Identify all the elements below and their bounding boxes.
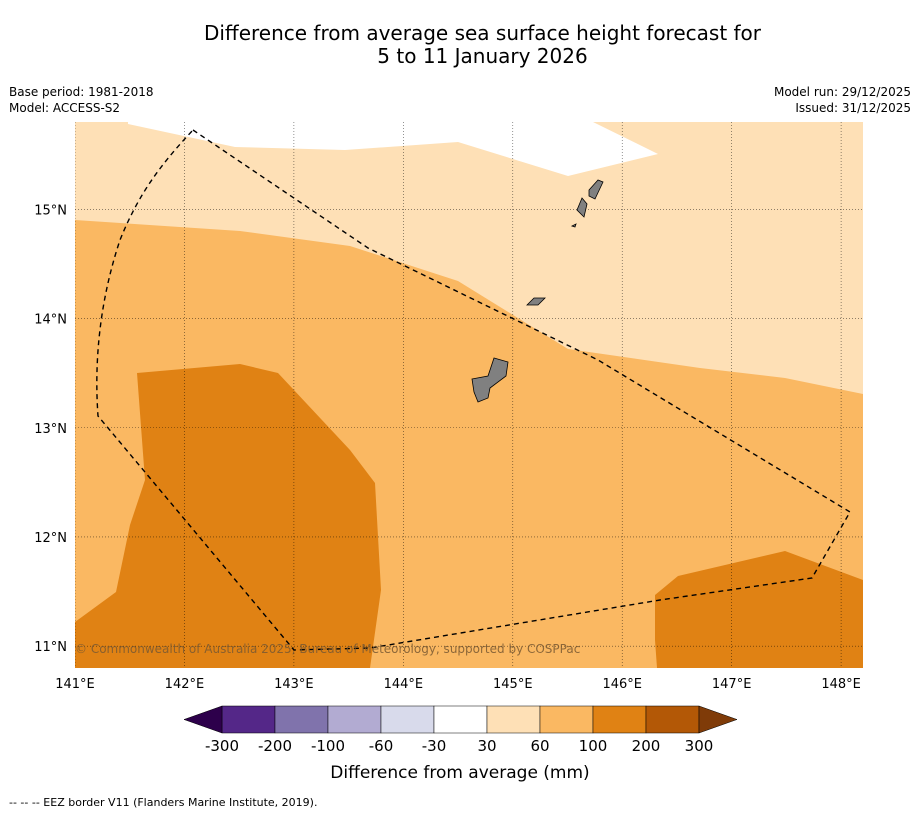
lat-tick-label: 15°N [34,203,67,218]
colorbar-tick-label: 60 [530,737,549,755]
model-name: Model: ACCESS-S2 [9,101,121,115]
colorbar-label: Difference from average (mm) [330,763,589,783]
meta-right: Model run: 29/12/2025 Issued: 31/12/2025 [774,84,911,116]
band-100-200-southeast [655,551,863,668]
colorbar-tick-label: -30 [422,737,447,755]
eez-legend: -- -- -- EEZ border V11 (Flanders Marine… [9,796,318,809]
title-line-2: 5 to 11 January 2026 [377,44,588,68]
colorbar-swatch [380,705,435,734]
colorbar-swatch [486,705,541,734]
island-rota [526,297,546,306]
graticule [75,122,863,668]
colorbar-tick-label: -200 [258,737,292,755]
lat-tick-label: 11°N [34,640,67,655]
band-100-200-west [75,364,381,668]
band-neutral [75,122,658,176]
lon-tick-label: 148°E [821,677,861,692]
colorbar-tick-label: -300 [205,737,239,755]
colorbar-tick-label: 100 [579,737,608,755]
colorbar-extend-min [183,705,223,734]
colorbar-tick-label: 200 [632,737,661,755]
colorbar-tick-label: 30 [477,737,496,755]
island-guam [471,357,509,403]
map-area: © Commonwealth of Australia 2025, Bureau… [75,122,863,668]
lon-tick-label: 146°E [602,677,642,692]
copyright: © Commonwealth of Australia 2025, Bureau… [75,642,580,656]
lon-tick-label: 147°E [712,677,752,692]
model-run: Model run: 29/12/2025 [773,85,911,99]
lat-tick-label: 14°N [34,313,67,328]
colorbar-swatch [433,705,488,734]
island-saipan [588,179,604,200]
colorbar-extend-max [698,705,738,734]
colorbar-tick-label: 300 [685,737,714,755]
lon-tick-label: 145°E [493,677,533,692]
longitude-labels: 141°E 142°E 143°E 144°E 145°E 146°E 147°E 148°E [55,677,861,692]
lon-tick-label: 142°E [165,677,205,692]
base-period: Base period: 1981-2018 [9,85,154,99]
colorbar-swatch [327,705,382,734]
issued-date: Issued: 31/12/2025 [795,101,911,115]
lon-tick-label: 141°E [55,677,95,692]
colorbar-swatch [645,705,700,734]
lon-tick-label: 143°E [274,677,314,692]
colorbar-swatch [539,705,594,734]
title-line-1: Difference from average sea surface heig… [203,21,762,45]
lon-tick-label: 144°E [384,677,424,692]
lat-tick-label: 13°N [34,422,67,437]
islands [471,179,604,403]
map-figure: © Commonwealth of Australia 2025, Bureau… [34,122,863,783]
island-aguijan [570,223,577,228]
colorbar-swatch [221,705,276,734]
eez-boundary [96,129,851,651]
latitude-labels: 15°N 14°N 13°N 12°N 11°N [34,203,67,655]
colorbar-tick-label: -60 [369,737,394,755]
colorbar-tick-label: -100 [311,737,345,755]
meta-left: Base period: 1981-2018 Model: ACCESS-S2 [9,84,154,116]
colorbar: -300 -200 -100 -60 -30 30 60 100 200 300 [183,705,738,755]
chart-title: Difference from average sea surface heig… [0,22,919,68]
colorbar-swatch [274,705,329,734]
lat-tick-label: 12°N [34,531,67,546]
island-tinian [576,197,588,218]
colorbar-swatch [592,705,647,734]
